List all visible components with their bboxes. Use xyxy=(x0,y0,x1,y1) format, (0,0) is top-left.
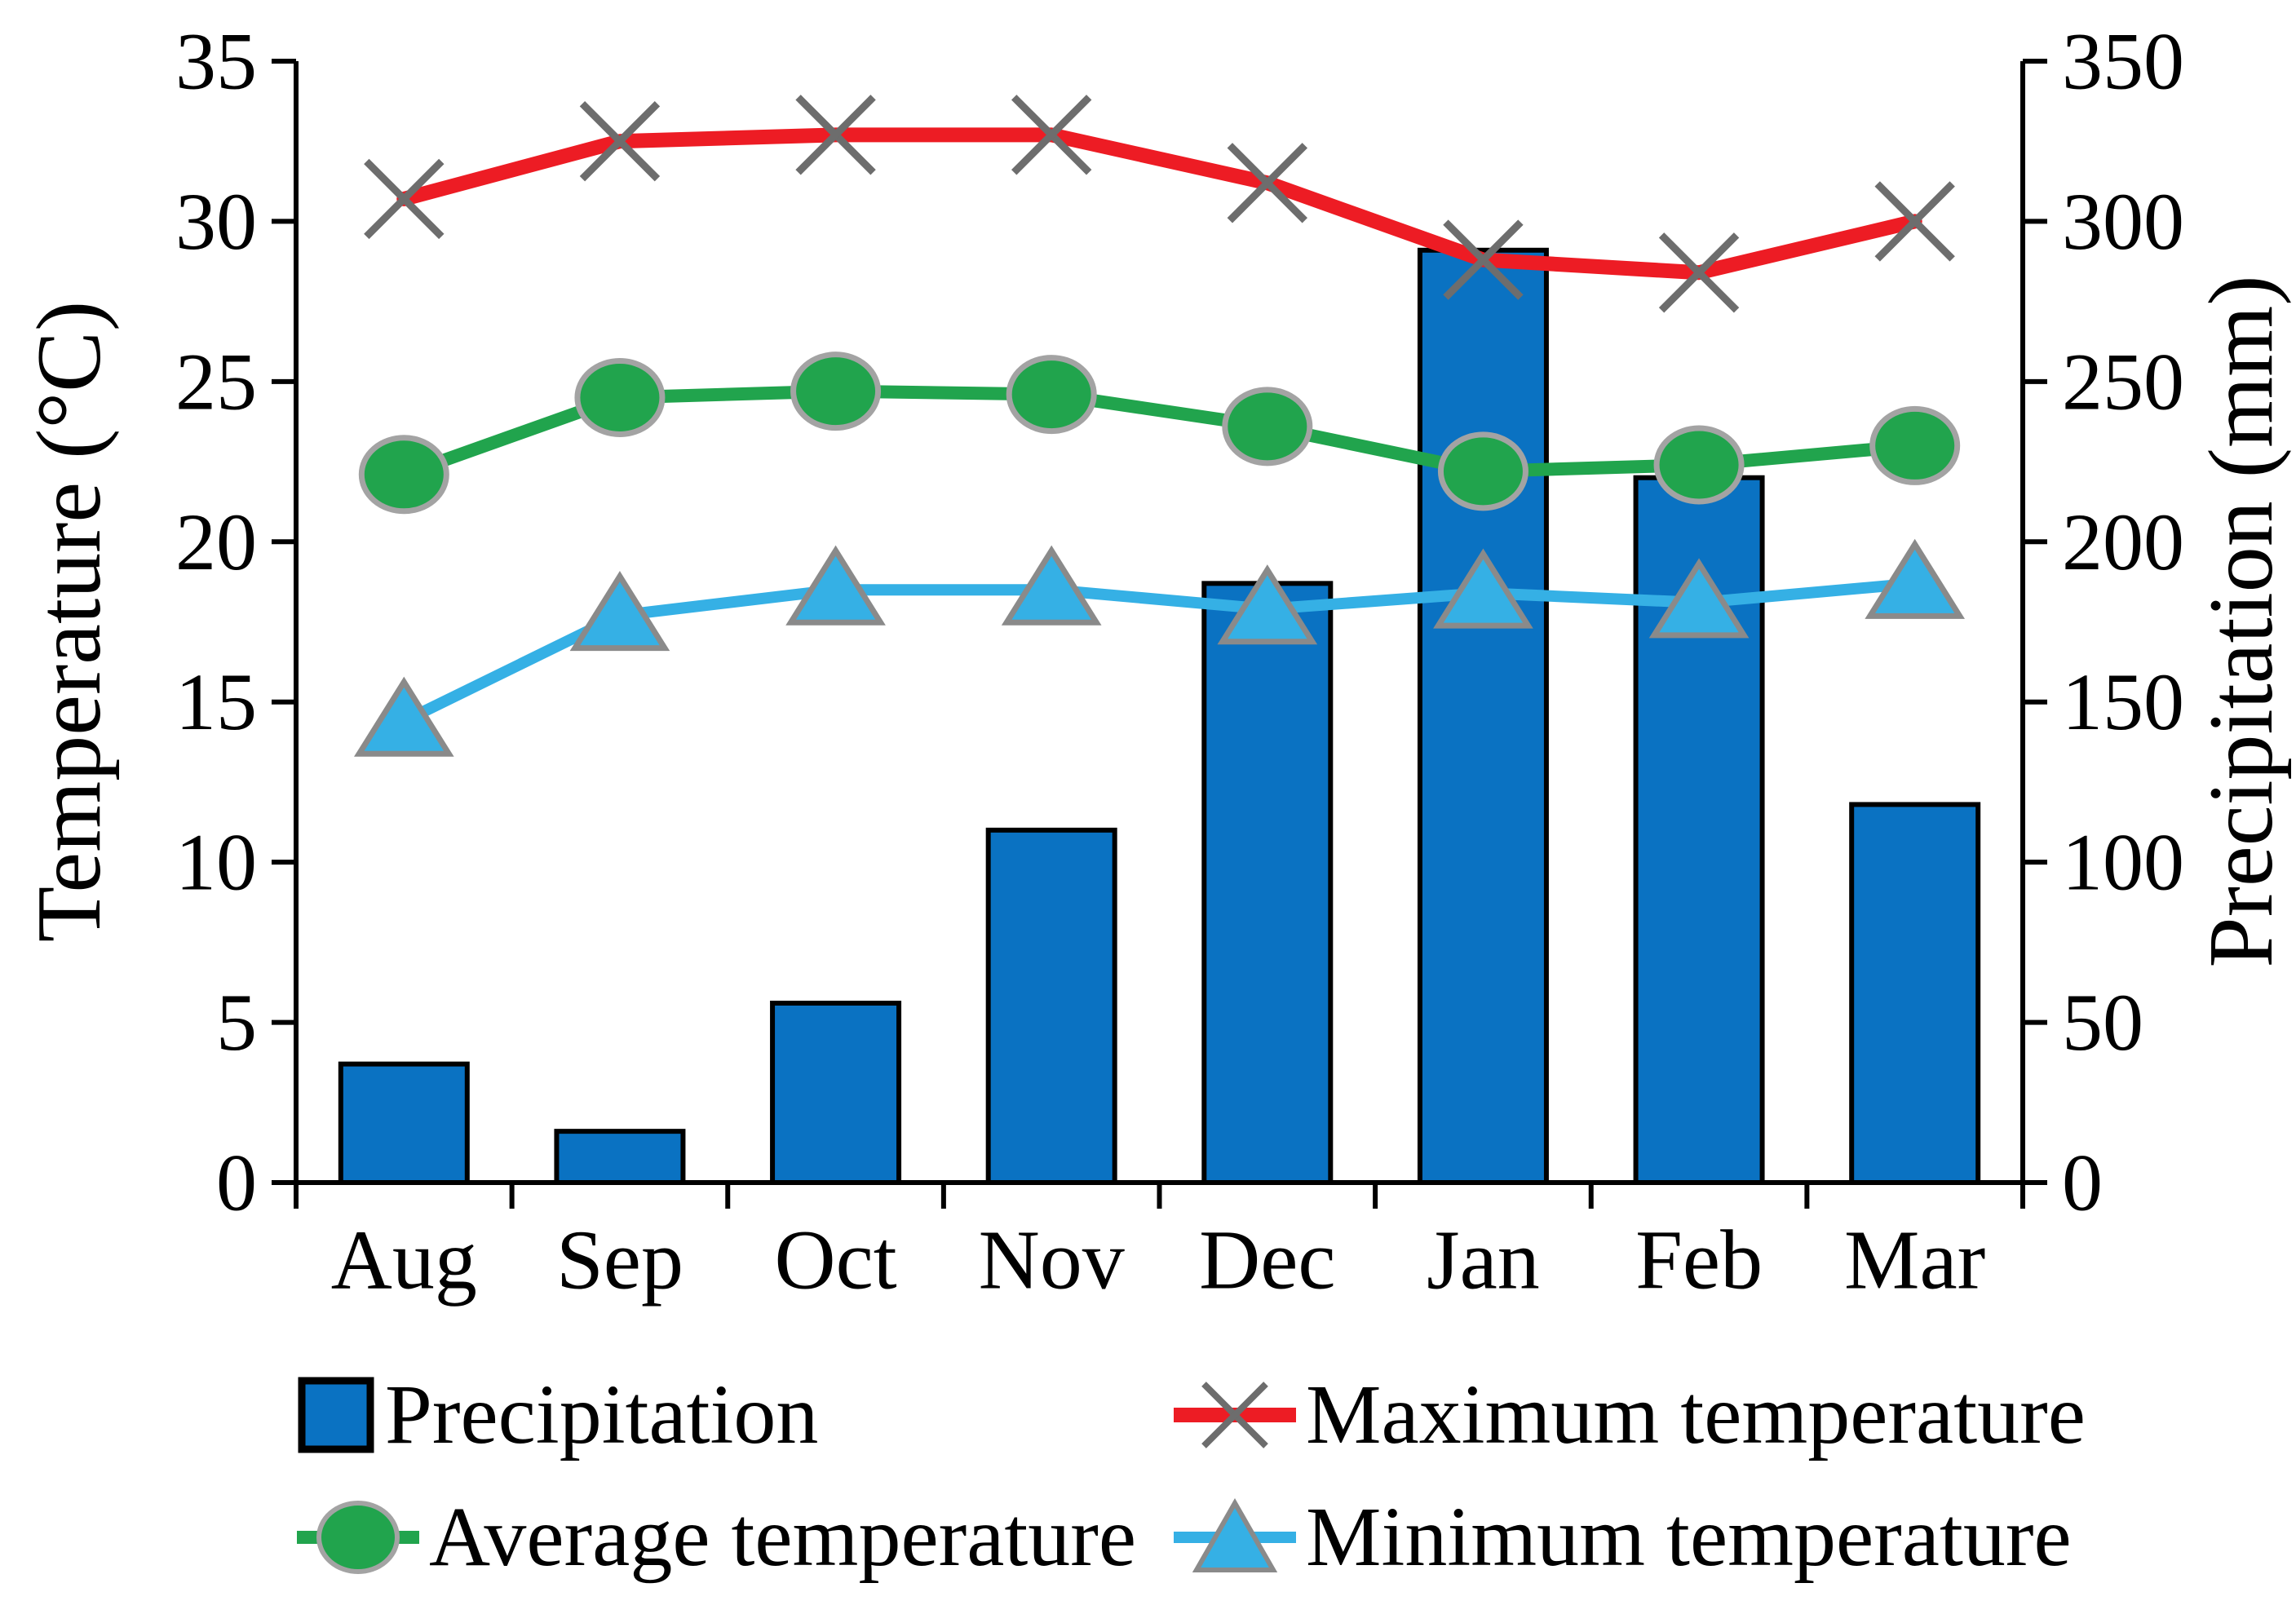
left-axis-tick-label-25: 25 xyxy=(175,336,257,427)
bar-nov xyxy=(985,827,1117,1185)
bar-dec xyxy=(1201,581,1334,1185)
bar-jan xyxy=(1417,247,1549,1185)
right-axis-tick-label-100: 100 xyxy=(2062,817,2184,908)
right-axis-title: Precipitation (mm) xyxy=(2191,275,2292,968)
max-temperature-swatch-icon xyxy=(1174,1382,1296,1448)
right-axis-tick-label-200: 200 xyxy=(2062,497,2184,587)
maximum-temperature-marker-dec xyxy=(1227,143,1307,223)
bar-aug xyxy=(338,1061,470,1185)
legend-entry-precipitation: Precipitation xyxy=(297,1372,818,1458)
maximum-temperature-marker-feb xyxy=(1658,232,1740,313)
right-axis-tick-label-250: 250 xyxy=(2062,336,2184,427)
x-glyph xyxy=(1011,95,1092,175)
avg-temperature-swatch-icon xyxy=(297,1501,419,1574)
average-temperature-marker-feb xyxy=(1653,425,1745,505)
minimum-temperature-marker-nov xyxy=(1001,545,1102,626)
x-glyph xyxy=(795,95,876,175)
minimum-temperature-marker-aug xyxy=(353,676,454,757)
legend-entry-minimum-temperature: Minimum temperature xyxy=(1174,1494,2072,1581)
maximum-temperature-marker-mar xyxy=(1874,181,1955,262)
left-axis-tick-label-30: 30 xyxy=(175,176,257,267)
legend-entry-average-temperature: Average temperature xyxy=(297,1494,1136,1581)
left-axis-tick-label-5: 5 xyxy=(216,977,257,1068)
minimum-temperature-marker-dec xyxy=(1217,564,1318,645)
average-temperature-marker-oct xyxy=(790,352,882,431)
legend-label: Maximum temperature xyxy=(1306,1368,2086,1461)
month-label-nov: Nov xyxy=(979,1214,1125,1307)
x-glyph xyxy=(579,101,661,182)
minimum-temperature-marker-feb xyxy=(1648,558,1750,639)
bar-mar xyxy=(1849,802,1981,1186)
left-axis-tick-label-10: 10 xyxy=(175,817,257,908)
month-label-sep: Sep xyxy=(556,1214,683,1307)
average-temperature-marker-sep xyxy=(574,358,666,437)
x-glyph xyxy=(364,158,445,240)
month-label-jan: Jan xyxy=(1427,1214,1540,1307)
right-axis-tick-label-50: 50 xyxy=(2062,977,2143,1068)
left-axis-tick-label-15: 15 xyxy=(175,657,257,747)
x-glyph xyxy=(1658,232,1740,313)
maximum-temperature-marker-aug xyxy=(364,158,445,240)
month-label-dec: Dec xyxy=(1199,1214,1335,1307)
month-label-mar: Mar xyxy=(1844,1214,1985,1307)
legend-label: Precipitation xyxy=(385,1368,819,1461)
month-label-feb: Feb xyxy=(1635,1214,1763,1307)
right-axis-tick-label-300: 300 xyxy=(2062,176,2184,267)
month-label-aug: Aug xyxy=(331,1214,477,1307)
minimum-temperature-marker-sep xyxy=(569,571,670,652)
bar-sep xyxy=(554,1129,686,1185)
right-axis-tick-label-0: 0 xyxy=(2062,1138,2103,1228)
left-axis-tick-label-0: 0 xyxy=(216,1138,257,1228)
legend-label: Minimum temperature xyxy=(1306,1490,2072,1584)
legend-label: Average temperature xyxy=(429,1490,1137,1584)
month-label-oct: Oct xyxy=(774,1214,896,1307)
right-axis-tick-label-150: 150 xyxy=(2062,657,2184,747)
left-axis-tick-label-35: 35 xyxy=(175,16,257,107)
average-temperature-marker-nov xyxy=(1006,355,1097,435)
min-temperature-swatch-icon xyxy=(1174,1498,1296,1572)
bar-oct xyxy=(770,1001,902,1185)
maximum-temperature-marker-nov xyxy=(1011,95,1092,175)
series-markers xyxy=(353,95,1966,757)
legend-entry-maximum-temperature: Maximum temperature xyxy=(1174,1372,2086,1458)
precipitation-bars xyxy=(338,247,1981,1186)
precipitation-swatch-icon xyxy=(298,1377,374,1453)
minimum-temperature-marker-oct xyxy=(785,545,886,626)
x-glyph xyxy=(1443,219,1524,300)
x-glyph xyxy=(1227,143,1307,223)
maximum-temperature-marker-jan xyxy=(1443,219,1524,300)
x-glyph xyxy=(1874,181,1955,262)
average-temperature-marker-dec xyxy=(1222,387,1313,467)
average-temperature-marker-mar xyxy=(1869,405,1961,485)
maximum-temperature-marker-sep xyxy=(579,101,661,182)
minimum-temperature-marker-jan xyxy=(1433,548,1533,629)
right-axis-tick-label-350: 350 xyxy=(2062,16,2184,107)
maximum-temperature-marker-oct xyxy=(795,95,876,175)
left-axis-tick-label-20: 20 xyxy=(175,497,257,587)
minimum-temperature-marker-mar xyxy=(1865,538,1966,619)
left-axis-title: Temperature (°C) xyxy=(19,300,120,943)
average-temperature-marker-jan xyxy=(1437,431,1528,511)
minimum-temperature-line xyxy=(398,577,1921,727)
average-temperature-marker-aug xyxy=(358,435,449,515)
maximum-temperature-line xyxy=(396,127,1922,281)
